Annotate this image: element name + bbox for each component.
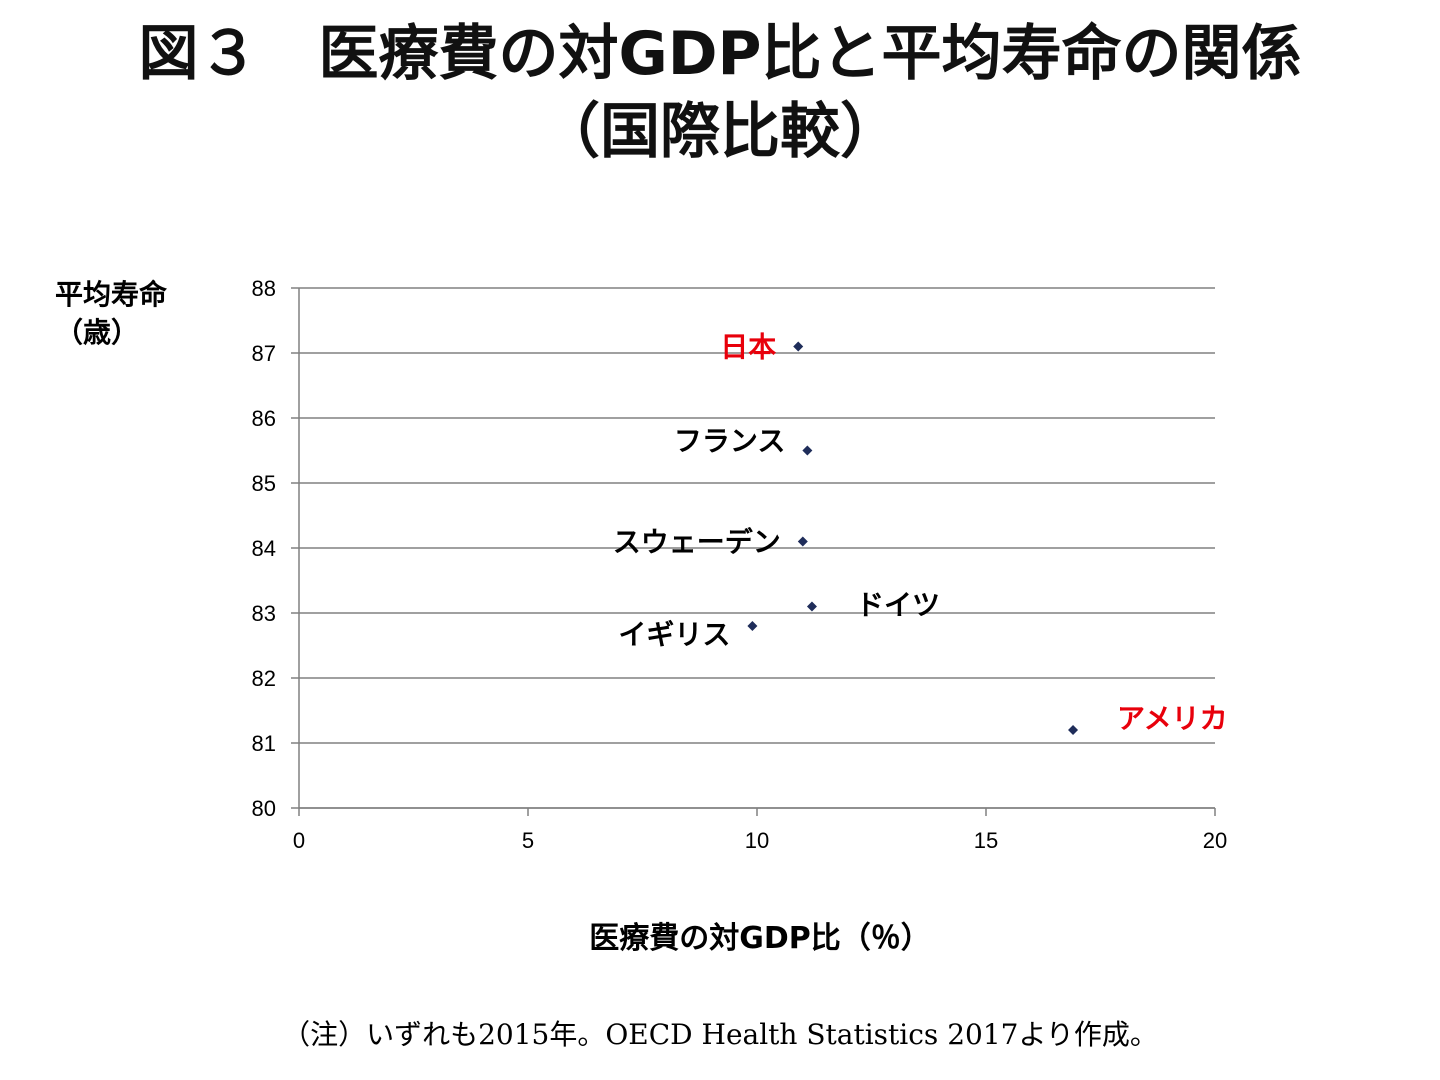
y-tick-label-83: 83 [252, 601, 276, 626]
data-point-2 [797, 536, 808, 547]
chart-title-line2: （国際比較） [540, 97, 900, 167]
y-axis-label-line1: 平均寿命 [55, 278, 168, 311]
data-point-5 [1068, 725, 1079, 735]
y-tick-label-86: 86 [252, 406, 276, 431]
x-axis-label: 医療費の対GDP比（％） [589, 921, 931, 956]
data-label-1: フランス [674, 425, 785, 458]
y-axis-label-line2: （歳） [55, 316, 140, 349]
y-tick-label-82: 82 [252, 666, 276, 691]
data-label-4: イギリス [618, 618, 730, 651]
y-tick-label-80: 80 [252, 796, 276, 821]
source-note: （注）いずれも2015年。OECD Health Statistics 2017… [282, 1018, 1158, 1051]
x-tick-label-15: 15 [974, 828, 998, 853]
x-tick-label-5: 5 [522, 828, 534, 853]
y-tick-label-84: 84 [252, 536, 276, 561]
x-tick-label-10: 10 [745, 828, 769, 853]
data-label-3: ドイツ [856, 589, 940, 622]
x-tick-label-0: 0 [293, 828, 305, 853]
y-tick-label-87: 87 [252, 341, 276, 366]
y-tick-label-88: 88 [252, 276, 276, 301]
y-tick-label-81: 81 [252, 731, 276, 756]
data-point-4 [747, 621, 758, 631]
data-label-2: スウェーデン [613, 526, 781, 559]
x-tick-label-20: 20 [1203, 828, 1227, 853]
chart-title-line1: 図３ 医療費の対GDP比と平均寿命の関係 [138, 19, 1302, 89]
data-point-1 [802, 445, 813, 456]
data-label-0: 日本 [720, 331, 776, 364]
data-label-5: アメリカ [1117, 702, 1228, 735]
y-axis-label: 平均寿命 （歳） [55, 276, 167, 352]
y-tick-label-85: 85 [252, 471, 276, 496]
data-point-3 [806, 601, 817, 612]
data-point-0 [793, 341, 804, 352]
